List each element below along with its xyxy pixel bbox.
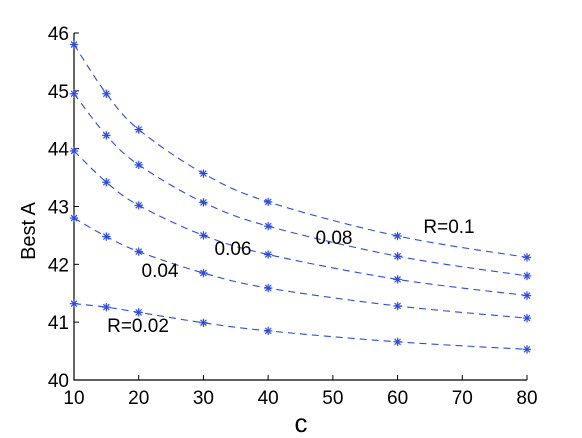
curve-label: R=0.1 — [423, 217, 474, 238]
data-point — [69, 40, 79, 49]
data-point — [393, 231, 402, 241]
y-axis-label: Best A — [18, 201, 40, 259]
x-tick-label: 60 — [387, 388, 408, 409]
data-point — [263, 221, 273, 231]
data-point — [522, 345, 532, 354]
x-tick-label: 50 — [322, 388, 343, 409]
data-point — [69, 89, 79, 98]
data-point — [134, 201, 143, 210]
data-point — [102, 232, 111, 241]
data-point — [69, 146, 79, 156]
y-tick-label: 42 — [48, 255, 69, 276]
data-point — [134, 247, 143, 256]
data-point — [263, 283, 273, 293]
data-point — [102, 178, 111, 187]
data-point — [522, 271, 532, 281]
curve-label: 0.06 — [215, 239, 252, 260]
data-point — [199, 268, 208, 278]
data-point — [522, 313, 532, 323]
axes: 40 41 42 43 44 45 46 10 20 30 40 50 60 70 80 — [48, 24, 538, 409]
data-point — [263, 326, 273, 336]
series-line — [73, 93, 528, 277]
data-point — [102, 131, 111, 140]
data-point — [134, 160, 143, 170]
y-tick-label: 41 — [48, 313, 69, 334]
data-point — [393, 275, 402, 284]
data-point — [102, 302, 111, 312]
data-point — [102, 89, 111, 98]
series-line — [73, 303, 528, 350]
x-tick-label: 40 — [258, 388, 279, 409]
y-tick-label: 44 — [48, 140, 70, 161]
data-point — [393, 337, 402, 347]
data-point — [263, 197, 273, 207]
x-tick-label: 20 — [128, 388, 149, 409]
y-tick-label: 45 — [48, 82, 69, 103]
data-point — [393, 301, 402, 311]
data-point — [134, 125, 143, 134]
curve-label: 0.08 — [316, 228, 353, 249]
y-tick-label: 40 — [48, 371, 69, 392]
data-point — [199, 198, 208, 207]
data-point — [199, 231, 208, 240]
x-tick-label: 70 — [452, 388, 473, 409]
data-point — [393, 252, 402, 261]
data-point — [69, 299, 79, 308]
x-axis-label: c — [295, 408, 308, 438]
y-tick-label: 43 — [48, 198, 69, 219]
data-point — [522, 291, 532, 300]
data-point — [263, 250, 273, 259]
series-line — [73, 217, 528, 319]
data-point — [199, 169, 208, 178]
x-tick-label: 10 — [63, 388, 84, 409]
curve-label: R=0.02 — [107, 316, 169, 337]
markers — [69, 40, 532, 354]
data-point — [134, 308, 143, 317]
x-tick-label: 30 — [193, 388, 214, 409]
series-line — [73, 44, 528, 258]
x-tick-label: 80 — [516, 388, 537, 409]
curve-annotations: R=0.02 0.04 0.06 0.08 R=0.1 — [107, 217, 475, 337]
curve-label: 0.04 — [142, 261, 179, 282]
data-point — [69, 213, 79, 223]
curves — [73, 44, 528, 350]
data-point — [522, 253, 532, 262]
y-tick-label: 46 — [48, 24, 69, 45]
data-point — [199, 318, 208, 327]
